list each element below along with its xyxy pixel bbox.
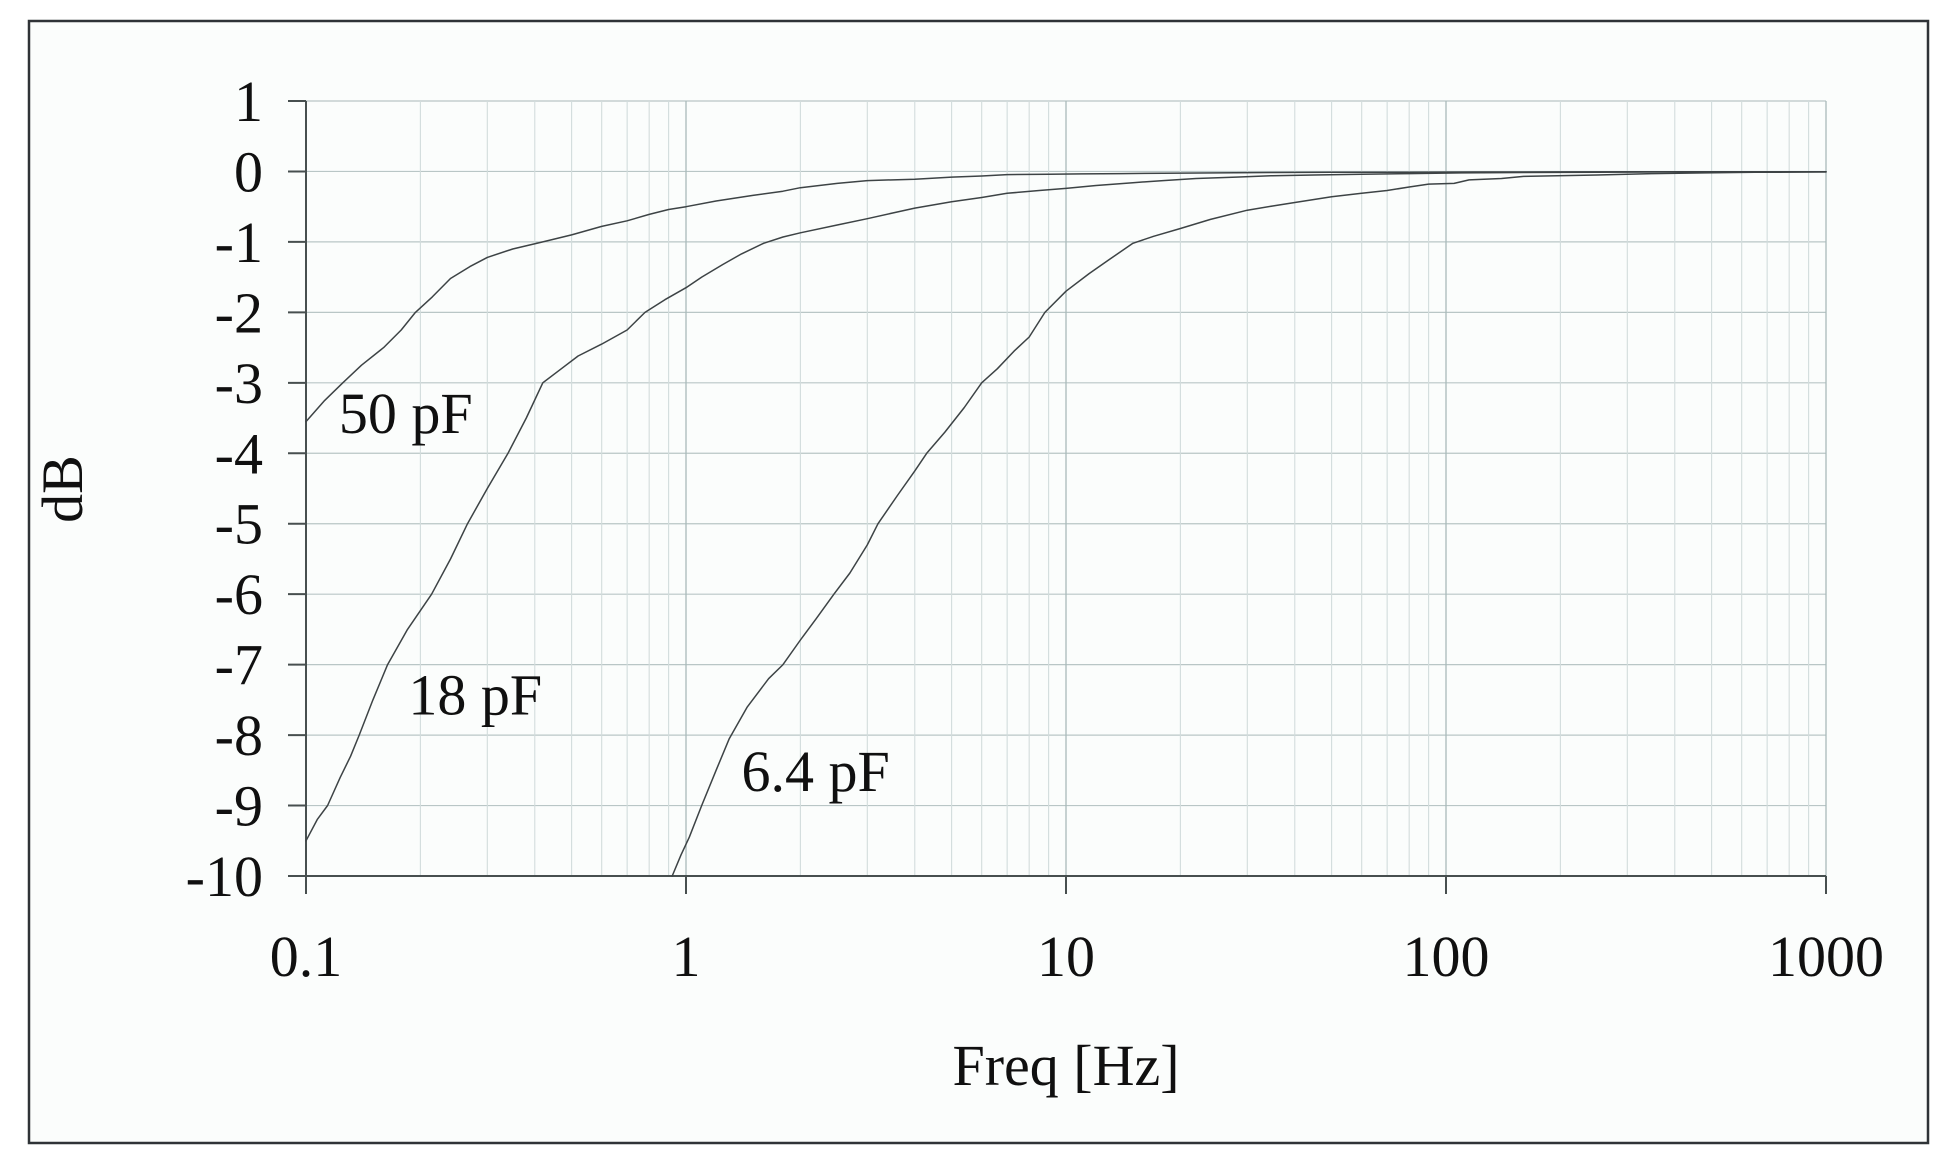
grid-layer [306, 100, 1827, 876]
y-tick-label--5dB: -5 [215, 492, 263, 557]
curve-64pF [671, 171, 1827, 877]
y-tick-label--2dB: -2 [215, 280, 263, 345]
series-label-18pF: 18 pF [408, 663, 542, 728]
y-axis-title: dB [30, 455, 95, 523]
curve-18pF [305, 170, 1827, 842]
x-axis-title: Freq [Hz] [952, 1033, 1179, 1098]
curve-50pF [305, 170, 1827, 423]
y-tick-label--9dB: -9 [215, 774, 263, 839]
y-tick-label--1dB: -1 [215, 210, 263, 275]
y-tick-label-1dB: 1 [234, 69, 263, 134]
x-tick-label-10Hz: 10 [1037, 924, 1095, 989]
axis-layer: 10-1-2-3-4-5-6-7-8-9-100.1 1 10 100 1000 [186, 69, 1884, 989]
x-tick-label-1000Hz: 1000 [1768, 924, 1884, 989]
y-tick-label-0dB: 0 [234, 139, 263, 204]
label-layer: dB Freq [Hz] 50 pF 18 pF 6.4 pF [30, 381, 1180, 1098]
chart-border [27, 19, 1930, 1145]
y-tick-label--4dB: -4 [215, 421, 263, 486]
x-tick-label-0.1Hz: 0.1 [270, 924, 343, 989]
series-label-50pF: 50 pF [339, 381, 473, 446]
x-tick-label-100Hz: 100 [1403, 924, 1490, 989]
y-tick-label--8dB: -8 [215, 703, 263, 768]
x-tick-label-1Hz: 1 [672, 924, 701, 989]
y-tick-label--10dB: -10 [186, 844, 263, 909]
y-tick-label--6dB: -6 [215, 562, 263, 627]
y-tick-label--3dB: -3 [215, 351, 263, 416]
curve-layer [305, 170, 1827, 877]
series-label-64pF: 6.4 pF [742, 739, 890, 804]
y-tick-label--7dB: -7 [215, 633, 263, 698]
